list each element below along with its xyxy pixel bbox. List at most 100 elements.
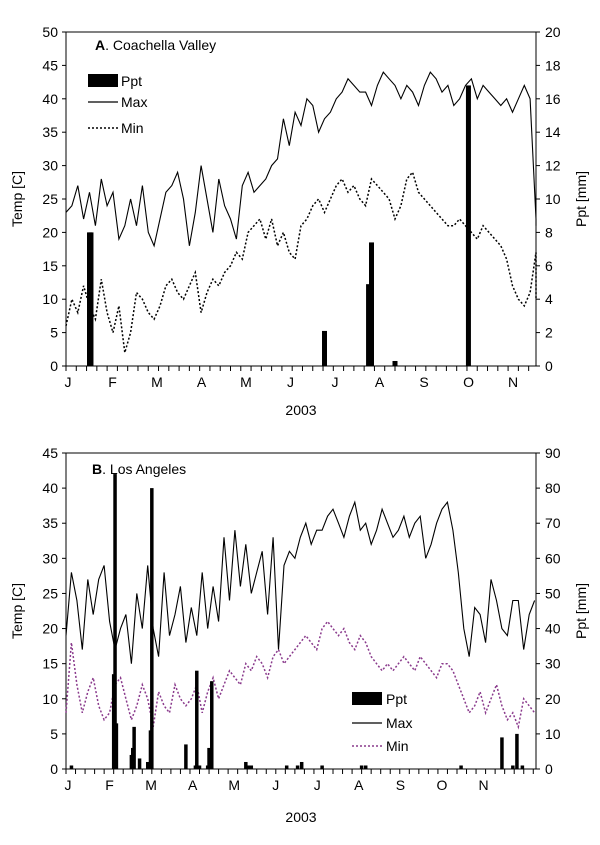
- ppt-bar-b-27: [363, 765, 368, 769]
- month-label-b-2: M: [145, 777, 157, 793]
- ppt-bar-a-1: [88, 232, 94, 366]
- month-label-b-9: O: [437, 777, 448, 793]
- ytick-right-label-a-2: 4: [545, 291, 553, 307]
- month-label-b-10: N: [478, 777, 488, 793]
- month-label-b-1: F: [105, 777, 114, 793]
- month-label-b-5: J: [272, 777, 279, 793]
- ytick-left-label-b-2: 10: [42, 691, 58, 707]
- title-a: A. Coachella Valley: [95, 37, 216, 53]
- panel-los-angeles: 0 5 10 15 20 25 30 35 40 45 0 10 20 30 40 50 60 70 80 90 J…: [9, 445, 589, 825]
- month-label-b-4: M: [228, 777, 240, 793]
- ppt-bar-a-6: [392, 360, 398, 366]
- ytick-right-label-b-3: 30: [545, 656, 561, 672]
- legend-label-ppt-a: Ppt: [121, 73, 142, 89]
- legend-a: Ppt Max Min: [88, 73, 147, 136]
- plot-frame-b: [65, 452, 537, 770]
- ylabel-right-a: Ppt [mm]: [573, 171, 589, 227]
- month-label-a-0: J: [65, 374, 72, 390]
- month-label-b-0: J: [65, 777, 72, 793]
- ppt-bar-b-6: [132, 726, 136, 769]
- ytick-right-label-a-9: 18: [545, 57, 561, 73]
- ytick-right-label-b-7: 70: [545, 515, 561, 531]
- ytick-left-label-b-7: 35: [42, 515, 58, 531]
- ytick-right-label-b-2: 20: [545, 691, 561, 707]
- ytick-left-label-a-2: 10: [42, 291, 58, 307]
- legend-swatch-ppt-a: [88, 74, 118, 87]
- ytick-left-label-a-5: 25: [42, 191, 58, 207]
- ytick-left-label-a-9: 45: [42, 57, 58, 73]
- ppt-bar-b-31: [511, 765, 515, 769]
- month-label-a-1: F: [108, 374, 117, 390]
- legend-label-max-b: Max: [386, 715, 412, 731]
- ytick-right-label-b-6: 60: [545, 550, 561, 566]
- series-max-b: [65, 500, 536, 664]
- ppt-bar-a-3: [322, 330, 327, 366]
- month-label-a-3: A: [197, 374, 207, 390]
- ylabel-right-b: Ppt [mm]: [573, 583, 589, 639]
- ytick-right-label-a-0: 0: [545, 358, 553, 374]
- ppt-bar-b-26: [320, 765, 324, 769]
- ytick-left-label-a-0: 0: [50, 358, 58, 374]
- ytick-right-label-b-5: 50: [545, 585, 561, 601]
- month-label-b-8: S: [396, 777, 405, 793]
- ytick-right-label-a-3: 6: [545, 258, 553, 274]
- xlabel-b: 2003: [285, 809, 316, 825]
- title-b: B. Los Angeles: [92, 461, 186, 477]
- ppt-bar-b-23: [284, 765, 289, 769]
- series-min-a: [65, 170, 537, 353]
- ppt-bar-b-17: [210, 681, 214, 769]
- ytick-left-label-a-3: 15: [42, 258, 58, 274]
- ytick-right-label-a-7: 14: [545, 124, 561, 140]
- month-label-a-7: A: [375, 374, 385, 390]
- legend-b: Ppt Max Min: [352, 691, 412, 754]
- ytick-left-label-a-7: 35: [42, 124, 58, 140]
- ytick-right-label-a-1: 2: [545, 325, 553, 341]
- ppt-bar-b-16: [207, 747, 211, 769]
- ytick-right-label-a-4: 8: [545, 224, 553, 240]
- ppt-bar-b-13: [195, 670, 199, 769]
- ytick-left-label-b-3: 15: [42, 656, 58, 672]
- ytick-right-label-b-8: 80: [545, 480, 561, 496]
- ppt-bar-a-4: [366, 284, 372, 366]
- ppt-bar-b-0: [69, 765, 74, 769]
- month-label-b-7: A: [354, 777, 364, 793]
- legend-label-max-a: Max: [121, 94, 147, 110]
- title-text-b: . Los Angeles: [102, 461, 186, 477]
- ytick-left-label-a-10: 50: [42, 24, 58, 40]
- ytick-left-label-a-4: 20: [42, 224, 58, 240]
- ppt-bar-b-11: [184, 744, 188, 769]
- ytick-left-label-b-8: 40: [42, 480, 58, 496]
- ppt-bar-b-32: [515, 733, 519, 769]
- legend-swatch-ppt-b: [352, 692, 382, 705]
- ppt-bar-b-8: [145, 761, 150, 769]
- month-label-a-10: N: [508, 374, 518, 390]
- ppt-bar-b-25: [299, 761, 304, 769]
- series-min-b: [65, 620, 536, 730]
- ppt-bar-b-33: [520, 765, 525, 769]
- ppt-bar-b-7: [137, 758, 142, 769]
- ytick-right-label-a-10: 20: [545, 24, 561, 40]
- ppt-bar-b-29: [459, 765, 463, 769]
- ppt-bar-b-3: [114, 723, 119, 769]
- ppt-bar-b-22: [249, 765, 254, 769]
- ytick-left-label-b-6: 30: [42, 550, 58, 566]
- ylabel-left-b: Temp [C]: [9, 583, 25, 639]
- ppt-bar-a-7: [465, 85, 471, 366]
- ytick-left-label-b-5: 25: [42, 585, 58, 601]
- title-letter-a: A: [95, 37, 105, 53]
- ppt-bar-a-5: [369, 242, 374, 366]
- series-max-a: [65, 71, 537, 248]
- ytick-left-label-a-8: 40: [42, 91, 58, 107]
- month-label-a-5: J: [287, 374, 294, 390]
- ytick-left-label-a-1: 5: [50, 325, 58, 341]
- ytick-left-label-b-0: 0: [50, 761, 58, 777]
- ytick-right-label-a-5: 10: [545, 191, 561, 207]
- ppt-bar-b-24: [295, 765, 300, 769]
- ytick-right-label-b-9: 90: [545, 445, 561, 461]
- ppt-bar-b-2: [113, 474, 117, 769]
- month-label-b-3: A: [188, 777, 198, 793]
- ppt-bar-b-14: [197, 765, 202, 769]
- ytick-right-label-b-0: 0: [545, 761, 553, 777]
- ytick-right-label-b-4: 40: [545, 621, 561, 637]
